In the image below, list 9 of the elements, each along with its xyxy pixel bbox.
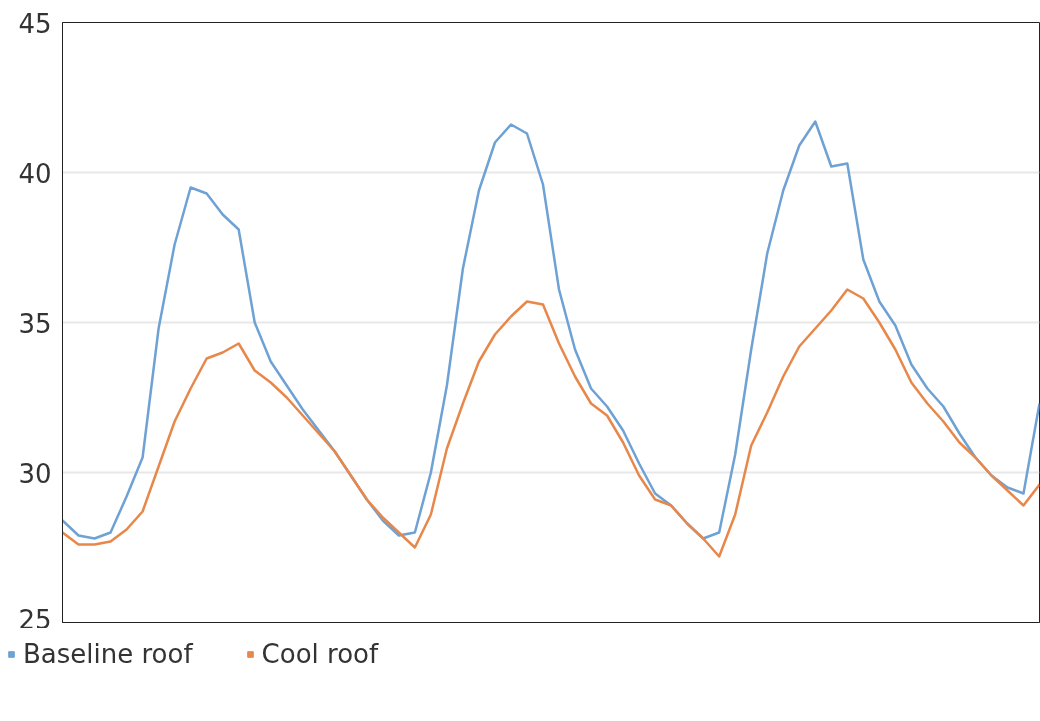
y-tick-label: 45	[18, 8, 52, 39]
line-series	[62, 120, 1040, 540]
legend-label: Baseline roof	[23, 639, 193, 669]
y-tick-label: 35	[18, 308, 52, 339]
legend-label: Cool roof	[261, 639, 379, 669]
y-tick-label: 30	[18, 458, 52, 489]
line-series	[62, 288, 1040, 558]
y-tick-label: 25	[18, 604, 52, 635]
y-tick-label: 40	[18, 158, 52, 189]
